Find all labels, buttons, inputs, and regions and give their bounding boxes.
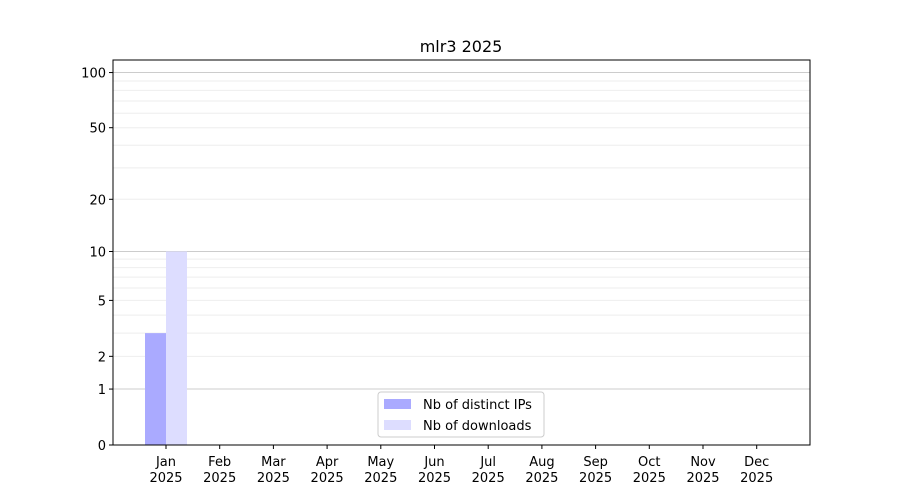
x-tick-label: Aug 2025 [525,455,558,486]
bar-downloads [166,251,187,445]
legend: Nb of distinct IPs Nb of downloads [377,391,545,438]
bar-distinct-ips [145,333,166,445]
x-tick-label: Nov 2025 [686,455,719,486]
x-tick-label: Jan 2025 [149,455,182,486]
x-tick-label: Sep 2025 [579,455,612,486]
x-tick-label: Apr 2025 [311,455,344,486]
y-tick-label: 1 [98,383,106,398]
y-tick-label: 0 [98,439,106,454]
y-tick-label: 2 [98,350,106,365]
legend-swatch [384,420,411,430]
y-tick-label: 10 [89,245,106,260]
y-tick-label: 20 [89,193,106,208]
x-tick-label: Jun 2025 [418,455,451,486]
x-tick-label: Dec 2025 [740,455,773,486]
legend-label: Nb of distinct IPs [423,398,532,413]
legend-label: Nb of downloads [423,419,532,434]
legend-swatch [384,399,411,409]
y-tick-label: 100 [81,67,106,82]
x-tick-label: Jul 2025 [472,455,505,486]
x-tick-label: Oct 2025 [633,455,666,486]
x-tick-label: Mar 2025 [257,455,290,486]
legend-box [377,391,545,438]
x-tick-label: Feb 2025 [203,455,236,486]
y-tick-label: 50 [89,122,106,137]
chart-title: mlr3 2025 [420,37,503,56]
x-tick-label: May 2025 [364,455,397,486]
y-tick-label: 5 [98,294,106,309]
plot-frame [112,59,811,446]
